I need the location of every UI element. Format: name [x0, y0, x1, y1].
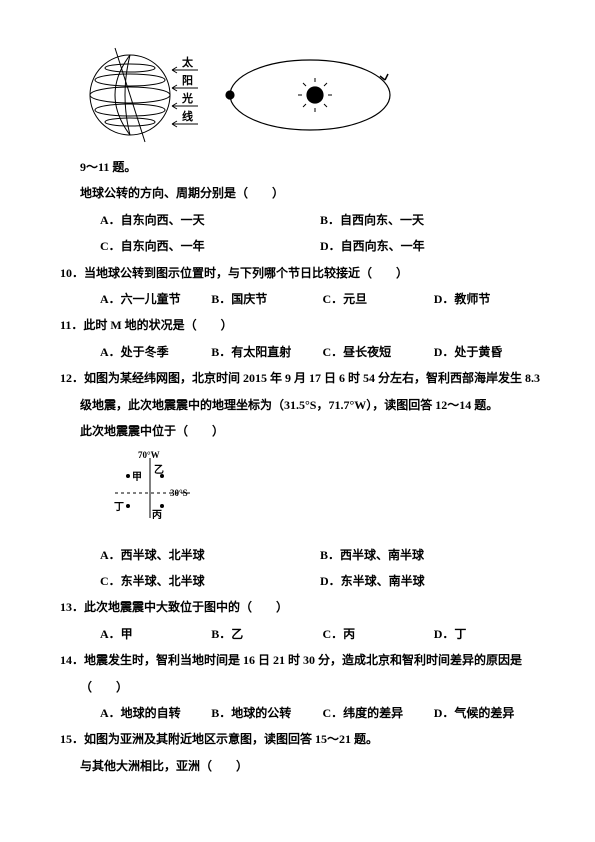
q13-options: A．甲 B．乙 C．丙 D．丁	[60, 621, 545, 647]
q14-opt-b: B．地球的公转	[211, 700, 322, 726]
label-guang: 光	[181, 91, 193, 105]
q11-options: A．处于冬季 B．有太阳直射 C．昼长夜短 D．处于黄昏	[60, 339, 545, 365]
mini-ding: 丁	[114, 501, 124, 513]
label-xian: 线	[182, 109, 193, 123]
q15-stem2: 与其他大洲相比，亚洲（ ）	[60, 753, 545, 779]
q13-opt-d: D．丁	[434, 621, 545, 647]
orbit-diagram	[220, 50, 400, 140]
q9-stem: 地球公转的方向、周期分别是（ ）	[60, 180, 545, 206]
q9-options-row1: A．自东向西、一天 B．自西向东、一天	[60, 207, 545, 233]
q12-stem2: 级地震，此次地震震中的地理坐标为（31.5°S，71.7°W），读图回答 12～…	[60, 392, 545, 418]
q10-opt-b: B．国庆节	[211, 286, 322, 312]
globe-diagram: 太 阳 光 线	[80, 40, 200, 150]
q10-options: A．六一儿童节 B．国庆节 C．元旦 D．教师节	[60, 286, 545, 312]
mini-right-label: 30°S	[170, 488, 188, 498]
q11-opt-b: B．有太阳直射	[211, 339, 322, 365]
mini-yi: 乙	[154, 464, 164, 476]
q9-options-row2: C．自东向西、一年 D．自西向东、一年	[60, 233, 545, 259]
page-content: 太 阳 光 线 9～11 题。 地球公转的方向、周期分别是（ ） A．自东向西	[0, 0, 595, 809]
q15-stem1: 15．如图为亚洲及其附近地区示意图，读图回答 15～21 题。	[60, 726, 545, 752]
q9-opt-d: D．自西向东、一年	[320, 233, 520, 259]
q13-opt-c: C．丙	[323, 621, 434, 647]
q13-stem: 13．此次地震震中大致位于图中的（ ）	[60, 594, 545, 620]
q10-opt-d: D．教师节	[434, 286, 545, 312]
q12-opt-c: C．东半球、北半球	[100, 568, 320, 594]
top-diagram-row: 太 阳 光 线	[80, 40, 545, 150]
q13-opt-a: A．甲	[100, 621, 211, 647]
q14-opt-a: A．地球的自转	[100, 700, 211, 726]
q12-opt-b: B．西半球、南半球	[320, 542, 520, 568]
label-yang: 阳	[182, 73, 193, 87]
q13-opt-b: B．乙	[211, 621, 322, 647]
q12-stem3: 此次地震震中位于（ ）	[60, 418, 545, 444]
q12-stem1: 12．如图为某经纬网图，北京时间 2015 年 9 月 17 日 6 时 54 …	[60, 365, 545, 391]
q11-opt-c: C．昼长夜短	[323, 339, 434, 365]
mini-jia: 甲	[132, 471, 142, 483]
mini-top-label: 70°W	[138, 450, 160, 460]
q14-opt-c: C．纬度的差异	[323, 700, 434, 726]
q12-options-row2: C．东半球、北半球 D．东半球、南半球	[60, 568, 545, 594]
q9-opt-c: C．自东向西、一年	[100, 233, 320, 259]
q12-options-row1: A．西半球、北半球 B．西半球、南半球	[60, 542, 545, 568]
q9-opt-b: B．自西向东、一天	[320, 207, 520, 233]
q12-opt-a: A．西半球、北半球	[100, 542, 320, 568]
q12-opt-d: D．东半球、南半球	[320, 568, 520, 594]
q14-opt-d: D．气候的差异	[434, 700, 545, 726]
q9-11-ref: 9～11 题。	[60, 154, 545, 180]
q11-opt-d: D．处于黄昏	[434, 339, 545, 365]
q10-opt-a: A．六一儿童节	[100, 286, 211, 312]
q11-opt-a: A．处于冬季	[100, 339, 211, 365]
mini-bing: 丙	[152, 509, 162, 521]
q10-opt-c: C．元旦	[323, 286, 434, 312]
q14-stem1: 14．地震发生时，智利当地时间是 16 日 21 时 30 分，造成北京和智利时…	[60, 647, 545, 673]
latlon-diagram: 70°W 30°S 甲 乙 丙 丁	[100, 448, 200, 528]
q14-stem2: （ ）	[60, 674, 545, 700]
label-tai: 太	[181, 55, 194, 69]
q11-stem: 11．此时 M 地的状况是（ ）	[60, 312, 545, 338]
q9-opt-a: A．自东向西、一天	[100, 207, 320, 233]
q10-stem: 10．当地球公转到图示位置时，与下列哪个节日比较接近（ ）	[60, 260, 545, 286]
q14-options: A．地球的自转 B．地球的公转 C．纬度的差异 D．气候的差异	[60, 700, 545, 726]
